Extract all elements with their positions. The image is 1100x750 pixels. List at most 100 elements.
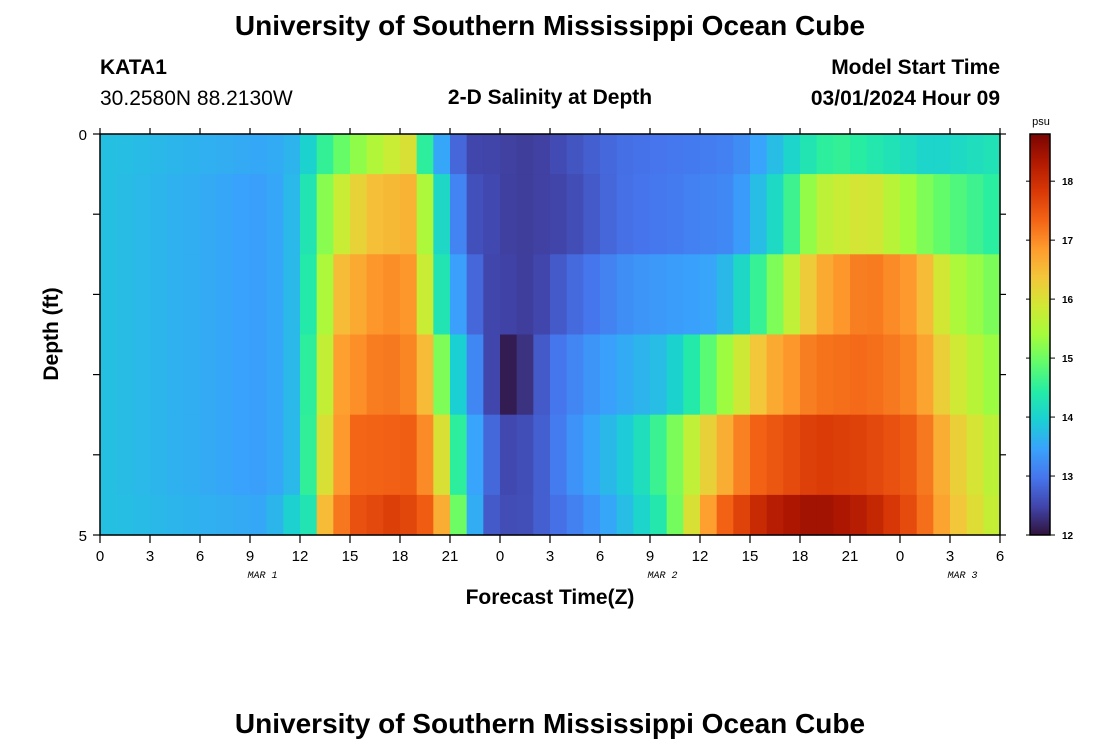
heatmap-cell xyxy=(183,414,201,496)
heatmap-cell xyxy=(283,134,301,175)
heatmap-cell xyxy=(450,174,468,255)
heatmap-cell xyxy=(850,494,868,536)
heatmap-cell xyxy=(316,414,334,496)
heatmap-cell xyxy=(433,174,451,255)
heatmap-cell xyxy=(750,414,768,496)
heatmap-cell xyxy=(716,414,734,496)
heatmap-cell xyxy=(233,134,251,175)
x-tick-label: 0 xyxy=(96,548,104,565)
x-tick-label: 6 xyxy=(996,548,1004,565)
heatmap-cell xyxy=(883,254,901,336)
heatmap-cell xyxy=(250,494,268,536)
heatmap-cell xyxy=(233,414,251,496)
y-axis-title: Depth (ft) xyxy=(40,287,63,380)
heatmap-cell xyxy=(550,134,568,175)
heatmap-cell xyxy=(183,134,201,175)
heatmap-cell xyxy=(216,174,234,255)
heatmap-cell xyxy=(183,174,201,255)
heatmap-cell xyxy=(650,174,668,255)
heatmap-cell xyxy=(900,174,918,255)
x-tick-label: 6 xyxy=(196,548,204,565)
colorbar: psu 12 13 14 15 16 17 18 xyxy=(1026,116,1074,542)
heatmap-cell xyxy=(650,254,668,336)
heatmap-cell xyxy=(383,414,401,496)
heatmap-cell xyxy=(150,494,168,536)
y-tick-label: 5 xyxy=(79,528,87,545)
heatmap-cell xyxy=(283,174,301,255)
heatmap-cell xyxy=(150,134,168,175)
heatmap-cell xyxy=(900,134,918,175)
heatmap-cell xyxy=(633,254,651,336)
heatmap-cell xyxy=(250,414,268,496)
heatmap-cell xyxy=(700,134,718,175)
heatmap-cell xyxy=(716,174,734,255)
heatmap-cell xyxy=(300,254,318,336)
heatmap-cell xyxy=(683,334,701,416)
heatmap-cell xyxy=(366,494,384,536)
heatmap-cell xyxy=(733,174,751,255)
heatmap-cell xyxy=(750,494,768,536)
heatmap-cell xyxy=(533,414,551,496)
heatmap-cell xyxy=(750,174,768,255)
heatmap-cell xyxy=(933,334,951,416)
heatmap-cell xyxy=(150,334,168,416)
heatmap-cell xyxy=(450,494,468,536)
heatmap-cell xyxy=(783,494,801,536)
heatmap-cell xyxy=(116,494,134,536)
heatmap-cell xyxy=(733,334,751,416)
heatmap-cell xyxy=(800,334,818,416)
heatmap-cell xyxy=(816,494,834,536)
heatmap-cell xyxy=(633,334,651,416)
heatmap-cell xyxy=(216,414,234,496)
heatmap-cell xyxy=(850,134,868,175)
heatmap-cell xyxy=(150,254,168,336)
heatmap-cell xyxy=(416,494,434,536)
page-title: University of Southern Mississippi Ocean… xyxy=(234,10,866,41)
heatmap-cell xyxy=(500,414,518,496)
model-start-value: 03/01/2024 Hour 09 xyxy=(810,87,1000,110)
x-axis-title: Forecast Time(Z) xyxy=(466,586,635,609)
heatmap-cell xyxy=(483,334,501,416)
heatmap-cell xyxy=(766,334,784,416)
heatmap-cell xyxy=(533,334,551,416)
heatmap-cell xyxy=(566,134,584,175)
heatmap-cell xyxy=(533,174,551,255)
heatmap-cell xyxy=(516,414,534,496)
heatmap-cell xyxy=(200,254,218,336)
heatmap-cell xyxy=(350,134,368,175)
heatmap-cell xyxy=(533,134,551,175)
heatmap-cell xyxy=(950,334,968,416)
heatmap-cell xyxy=(883,174,901,255)
heatmap-cell xyxy=(883,494,901,536)
heatmap-cell xyxy=(550,494,568,536)
heatmap-cell xyxy=(133,254,151,336)
heatmap-cell xyxy=(600,494,618,536)
heatmap-cell xyxy=(300,334,318,416)
heatmap-cell xyxy=(233,494,251,536)
heatmap-cell xyxy=(516,174,534,255)
heatmap-cell xyxy=(483,254,501,336)
heatmap-cell xyxy=(266,494,284,536)
heatmap-cell xyxy=(300,174,318,255)
heatmap-cell xyxy=(516,254,534,336)
heatmap-cell xyxy=(800,134,818,175)
heatmap-cell xyxy=(166,414,184,496)
heatmap-cell xyxy=(616,174,634,255)
heatmap-cell xyxy=(716,334,734,416)
model-start-label: Model Start Time xyxy=(831,56,1000,79)
heatmap-cell xyxy=(683,174,701,255)
heatmap-cell xyxy=(166,134,184,175)
heatmap-cell xyxy=(400,174,418,255)
heatmap-cell xyxy=(583,134,601,175)
heatmap-cell xyxy=(200,134,218,175)
heatmap-cell xyxy=(116,134,134,175)
heatmap-cell xyxy=(283,494,301,536)
heatmap-cell xyxy=(216,134,234,175)
heatmap-cell xyxy=(166,334,184,416)
heatmap-cell xyxy=(866,254,884,336)
heatmap-cell xyxy=(916,494,934,536)
heatmap-cell xyxy=(216,254,234,336)
heatmap-cell xyxy=(316,494,334,536)
heatmap-cell xyxy=(800,254,818,336)
heatmap-cell xyxy=(666,494,684,536)
